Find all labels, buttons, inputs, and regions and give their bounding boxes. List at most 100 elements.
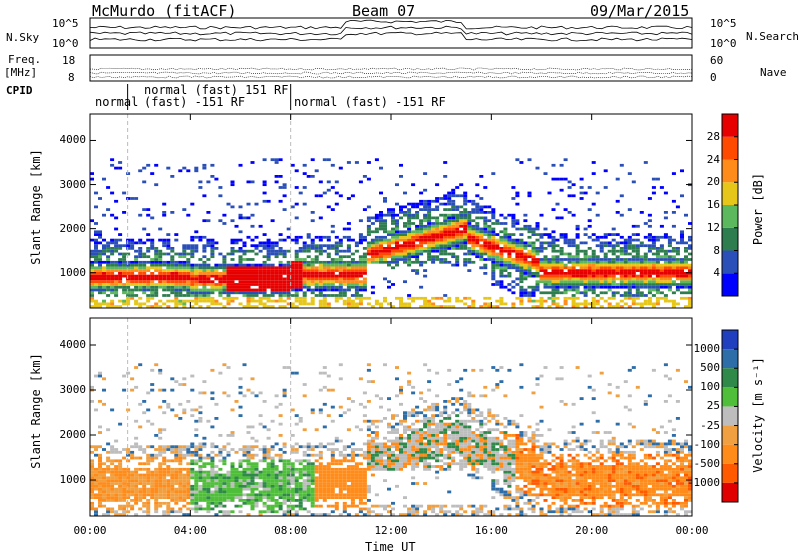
heatmap-cell	[298, 482, 303, 485]
heatmap-cell	[551, 255, 556, 259]
heatmap-cell	[427, 227, 432, 231]
heatmap-cell	[318, 371, 323, 375]
heatmap-cell	[427, 299, 432, 303]
heatmap-cell	[146, 283, 151, 286]
heatmap-cell	[391, 249, 396, 253]
heatmap-cell	[278, 199, 283, 203]
heatmap-cell	[663, 252, 668, 256]
heatmap-cell	[551, 263, 556, 267]
heatmap-cell	[302, 294, 307, 297]
heatmap-cell	[651, 288, 656, 292]
heatmap-cell	[230, 490, 235, 494]
heatmap-cell	[651, 283, 656, 286]
heatmap-cell	[427, 436, 432, 440]
heatmap-cell	[110, 462, 115, 466]
heatmap-cell	[467, 269, 472, 272]
heatmap-cell	[443, 213, 448, 217]
heatmap-cell	[246, 482, 251, 485]
heatmap-cell	[298, 299, 303, 303]
heatmap-cell	[102, 504, 107, 508]
heatmap-cell	[423, 241, 428, 245]
heatmap-cell	[258, 241, 263, 245]
heatmap-cell	[491, 211, 496, 214]
heatmap-cell	[290, 450, 295, 454]
heatmap-cell	[475, 211, 480, 214]
heatmap-cell	[519, 302, 524, 306]
heatmap-cell	[451, 222, 456, 225]
heatmap-cell	[162, 479, 167, 483]
heatmap-cell	[326, 260, 331, 264]
heatmap-cell	[282, 249, 287, 253]
heatmap-cell	[178, 473, 183, 477]
heatmap-cell	[547, 235, 552, 239]
heatmap-cell	[567, 274, 572, 278]
heatmap-cell	[118, 269, 123, 272]
heatmap-cell	[118, 462, 123, 466]
heatmap-cell	[314, 266, 319, 270]
heatmap-cell	[306, 496, 311, 500]
heatmap-cell	[214, 445, 219, 449]
heatmap-cell	[190, 493, 195, 497]
heatmap-cell	[282, 442, 287, 446]
heatmap-cell	[290, 490, 295, 494]
heatmap-cell	[499, 263, 504, 267]
heatmap-cell	[407, 510, 412, 514]
heatmap-cell	[94, 247, 99, 250]
heatmap-cell	[511, 291, 516, 295]
heatmap-cell	[667, 280, 672, 284]
heatmap-cell	[366, 247, 371, 250]
heatmap-cell	[659, 235, 664, 239]
heatmap-cell	[110, 277, 115, 281]
heatmap-cell	[334, 507, 339, 511]
heatmap-cell	[98, 484, 103, 488]
heatmap-cell	[615, 283, 620, 286]
heatmap-cell	[511, 302, 516, 306]
heatmap-cell	[334, 448, 339, 451]
heatmap-cell	[427, 205, 432, 209]
heatmap-cell	[663, 274, 668, 278]
heatmap-cell	[90, 479, 95, 483]
heatmap-cell	[130, 507, 135, 511]
heatmap-cell	[591, 269, 596, 272]
heatmap-cell	[407, 294, 412, 297]
heatmap-cell	[198, 473, 203, 477]
heatmap-cell	[90, 473, 95, 477]
heatmap-cell	[170, 260, 175, 264]
heatmap-cell	[326, 180, 331, 184]
heatmap-cell	[427, 465, 432, 468]
heatmap-cell	[150, 272, 155, 275]
heatmap-cell	[411, 183, 416, 187]
heatmap-cell	[282, 269, 287, 272]
heatmap-cell	[202, 299, 207, 303]
heatmap-cell	[587, 255, 592, 259]
heatmap-cell	[407, 507, 412, 511]
heatmap-cell	[286, 366, 291, 369]
heatmap-cell	[286, 499, 291, 502]
heatmap-cell	[627, 296, 632, 300]
heatmap-cell	[302, 459, 307, 463]
heatmap-cell	[362, 450, 367, 454]
heatmap-cell	[483, 230, 488, 234]
heatmap-cell	[302, 277, 307, 281]
heatmap-cell	[354, 448, 359, 451]
heatmap-cell	[387, 425, 392, 429]
heatmap-cell	[154, 363, 159, 367]
heatmap-cell	[202, 291, 207, 295]
heatmap-cell	[318, 490, 323, 494]
heatmap-cell	[374, 230, 379, 234]
heatmap-cell	[190, 274, 195, 278]
heatmap-cell	[342, 470, 347, 474]
heatmap-cell	[266, 263, 271, 267]
heatmap-cell	[523, 274, 528, 278]
heatmap-cell	[94, 272, 99, 275]
heatmap-cell	[563, 274, 568, 278]
heatmap-cell	[226, 394, 231, 398]
heatmap-cell	[142, 241, 147, 245]
heatmap-cell	[162, 467, 167, 471]
heatmap-cell	[383, 247, 388, 250]
heatmap-cell	[114, 450, 119, 454]
heatmap-cell	[182, 302, 187, 306]
heatmap-cell	[258, 280, 263, 284]
heatmap-cell	[322, 473, 327, 477]
heatmap-cell	[158, 436, 163, 440]
